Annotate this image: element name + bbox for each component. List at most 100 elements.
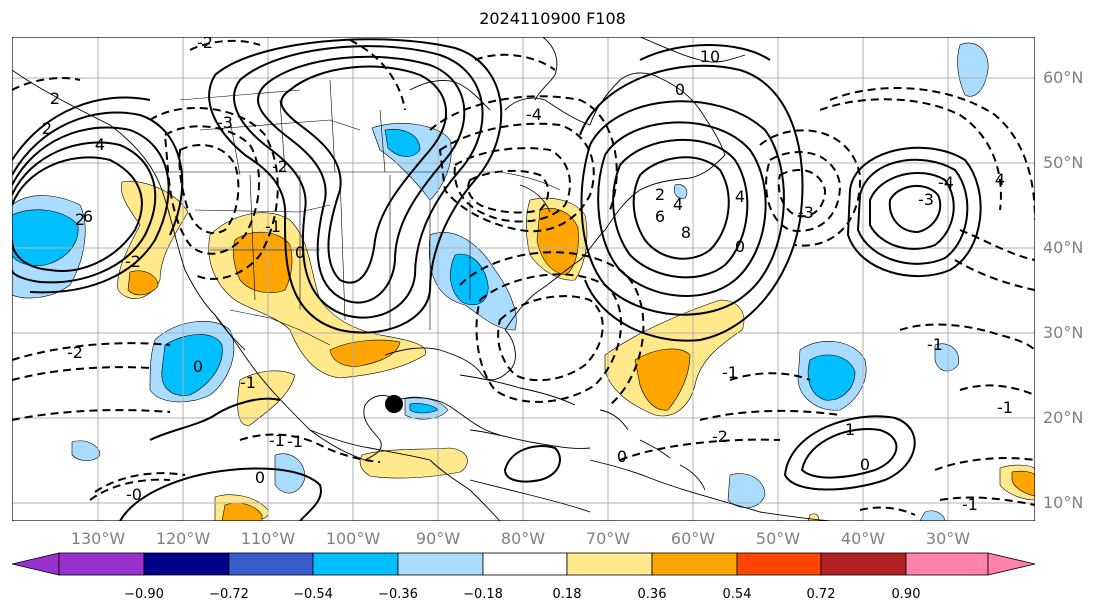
contour-label: -4: [938, 173, 954, 192]
longitude-label: 30°W: [925, 529, 971, 548]
contour-label: 4: [735, 187, 745, 206]
colorbar-max-extension: [987, 552, 1036, 576]
colorbar-bin: [820, 552, 907, 576]
colorbar-tick-label: −0.72: [209, 587, 249, 602]
shade-pos-mid: [329, 339, 401, 367]
latitude-label: 10°N: [1043, 493, 1084, 512]
contour-label: -1: [997, 398, 1013, 417]
contour-label: -2: [197, 33, 213, 52]
longitude-label: 50°W: [755, 529, 801, 548]
contour-label: 1: [845, 420, 855, 439]
colorbar-bin: [228, 552, 314, 576]
longitude-label: 60°W: [670, 529, 716, 548]
colorbar-tick-label: 0.54: [722, 587, 752, 602]
colorbar-tick-label: 0.72: [806, 587, 836, 602]
contour-label: 2: [75, 210, 85, 229]
colorbar-bin: [143, 552, 230, 576]
colorbar-tick-label: −0.90: [124, 587, 164, 602]
contour-label: 4: [95, 135, 105, 154]
shade-neg-low: [957, 42, 989, 97]
contour-label: 4: [673, 195, 683, 214]
latitude-label: 20°N: [1043, 408, 1084, 427]
latitude-label: 60°N: [1043, 68, 1084, 87]
longitude-label: 40°W: [840, 529, 886, 548]
positive-contours: [12, 38, 982, 521]
contour-label: -3: [217, 113, 233, 132]
colorbar-bin: [736, 552, 822, 576]
contour-label: 2: [50, 89, 60, 108]
shade-neg-low: [274, 453, 306, 494]
shade-neg-low: [919, 510, 946, 521]
contour-label: -1: [240, 373, 256, 392]
contour-label: 0: [735, 237, 745, 256]
contour-label: 2: [655, 185, 665, 204]
contour-label: -1: [287, 432, 303, 451]
colorbar-tick-label: −0.54: [293, 587, 333, 602]
colorbar-tick-label: −0.18: [463, 587, 503, 602]
contour-label: -0: [126, 485, 142, 504]
coastlines: [12, 37, 831, 521]
contour-label: -2: [67, 343, 83, 362]
contour-label: 0: [193, 357, 203, 376]
contour-label: 2: [42, 119, 52, 138]
colorbar-tick-label: 0.18: [552, 587, 582, 602]
colorbar: [11, 552, 1036, 576]
colorbar-bin: [905, 552, 989, 576]
contour-label: -3: [798, 203, 814, 222]
contour-label: -1: [962, 495, 978, 514]
shade-pos-mid: [233, 231, 293, 293]
contour-label: -1: [927, 335, 943, 354]
colorbar-bin: [58, 552, 145, 576]
shade-pos-mid: [127, 270, 159, 296]
contour-label: 0: [255, 468, 265, 487]
contour-label: 0: [675, 80, 685, 99]
contour-label: 0: [295, 243, 305, 262]
contour-label: -1: [722, 363, 738, 382]
contour-label: -3: [918, 190, 934, 209]
shade-neg-mid: [161, 334, 223, 396]
shade-neg-mid: [807, 354, 856, 401]
contour-label: 0: [860, 455, 870, 474]
colorbar-tick-label: 0.36: [637, 587, 667, 602]
colorbar-bin: [651, 552, 738, 576]
contour-label: -2: [712, 427, 728, 446]
latitude-label: 50°N: [1043, 153, 1084, 172]
longitude-label: 90°W: [415, 529, 461, 548]
shade-neg-mid: [384, 129, 421, 157]
shade-pos-low: [359, 447, 468, 479]
latitude-label: 30°N: [1043, 323, 1084, 342]
shade-pos-mid: [634, 348, 691, 411]
shade-neg-low: [673, 184, 688, 199]
contour-label: 8: [681, 223, 691, 242]
shade-neg-mid: [12, 209, 79, 267]
map-title: 2024110900 F108: [479, 9, 626, 28]
colorbar-min-extension: [11, 552, 60, 576]
contour-label: -4: [526, 105, 542, 124]
contour-label: -1: [269, 431, 285, 450]
latitude-label: 40°N: [1043, 238, 1084, 257]
contour-label: 4: [995, 170, 1005, 189]
colorbar-bin: [397, 552, 484, 576]
shade-pos-low: [117, 180, 189, 299]
colorbar-bin: [566, 552, 653, 576]
longitude-label: 70°W: [585, 529, 631, 548]
longitude-label: 80°W: [500, 529, 546, 548]
shade-pos-mid: [536, 208, 579, 276]
contour-label: -1: [265, 217, 281, 236]
shade-neg-mid: [450, 253, 489, 306]
shade-pos-mid: [1011, 470, 1035, 497]
contour-label: 6: [83, 207, 93, 226]
contour-label: -2: [125, 252, 141, 271]
negative-contours: [12, 39, 1035, 516]
graticule: [12, 37, 1035, 521]
colorbar-bin: [312, 552, 399, 576]
storm-center-marker: [385, 395, 403, 413]
contour-label: 10: [700, 47, 720, 66]
contour-labels: 2 -2 0 2 4 6 -3 0 -1 -2 -1 0 -1 -2 -3 -4…: [42, 33, 1013, 514]
contour-label: -2: [272, 157, 288, 176]
longitude-label: 100°W: [325, 529, 381, 548]
shade-neg-low: [71, 440, 101, 461]
longitude-label: 120°W: [155, 529, 211, 548]
contour-label: 6: [655, 207, 665, 226]
